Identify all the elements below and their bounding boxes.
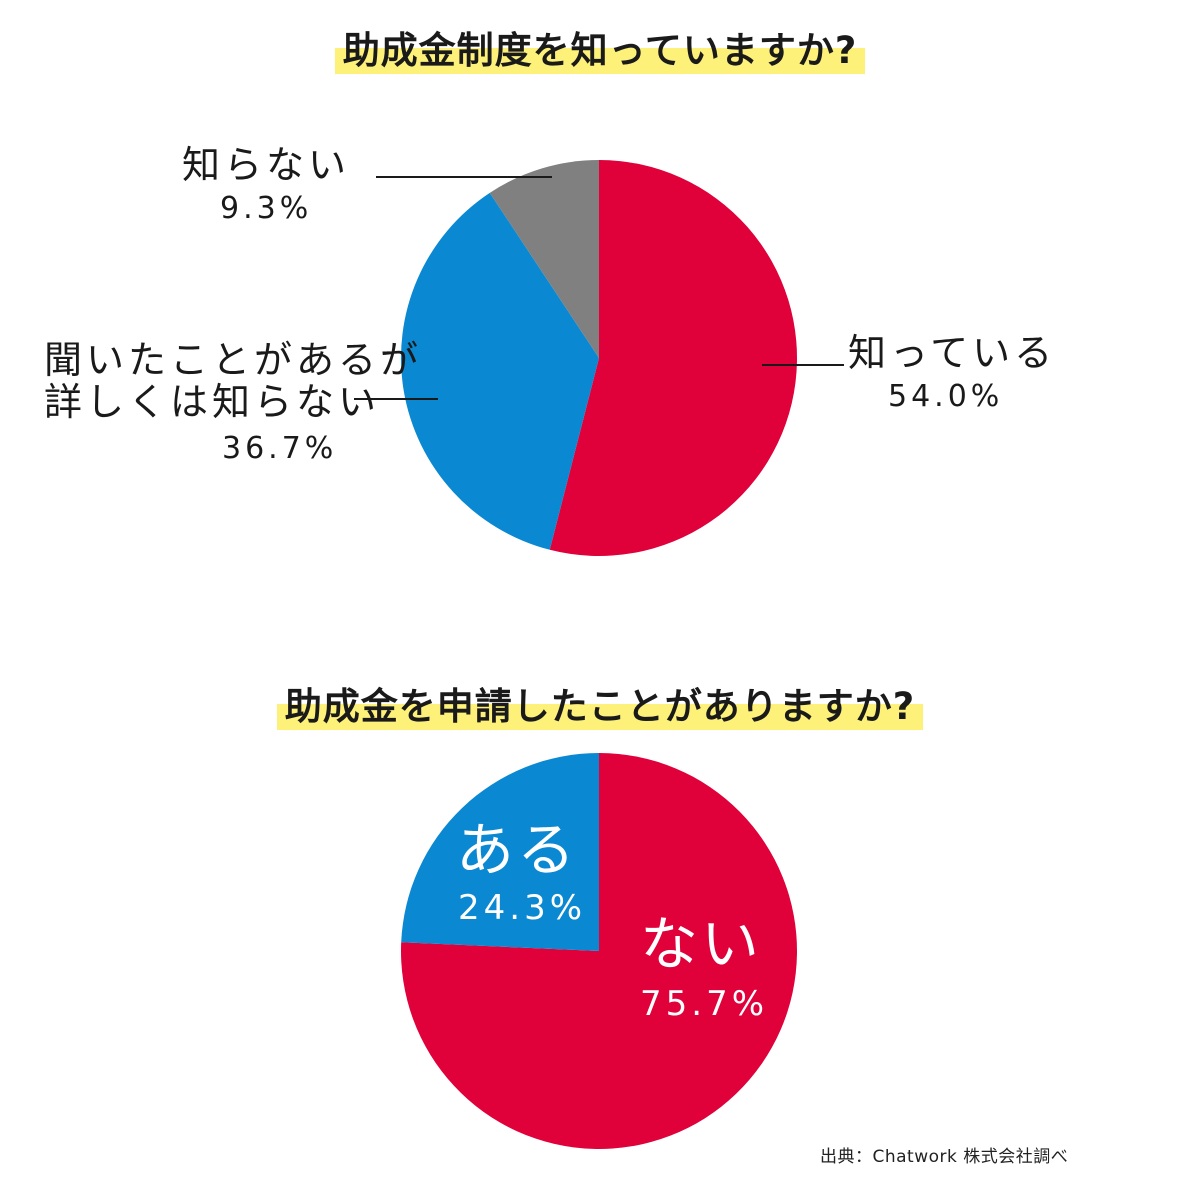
leader-line-know <box>762 364 844 366</box>
slice-value-no: 75.7% <box>640 984 769 1024</box>
awareness-slice-0 <box>549 160 797 556</box>
slice-label-no: ない <box>640 910 763 978</box>
slice-label-heard-line2: 詳しくは知らない <box>44 380 381 424</box>
slice-value-yes: 24.3% <box>458 888 587 928</box>
pie-chart-awareness <box>400 160 797 556</box>
awareness-slice-1 <box>400 192 599 550</box>
slice-label-yes: ある <box>456 816 579 884</box>
slice-label-dontknow: 知らない <box>182 143 351 187</box>
pie-chart-application <box>401 753 797 1149</box>
slice-value-know: 54.0% <box>888 379 1004 414</box>
slice-value-heard: 36.7% <box>222 431 338 466</box>
awareness-slice-2 <box>489 160 599 358</box>
source-note: 出典：Chatwork 株式会社調べ <box>820 1147 1069 1167</box>
application-slice-1 <box>401 753 599 951</box>
slice-label-heard-line1: 聞いたことがあるが <box>44 338 423 382</box>
chart-title-awareness: 助成金制度を知っていますか? <box>0 20 1200 74</box>
chart-title-application: 助成金を申請したことがありますか? <box>0 676 1200 730</box>
leader-line-heard <box>354 398 438 400</box>
leader-line-dontknow <box>376 176 552 178</box>
chart-title-application-text: 助成金を申請したことがありますか? <box>276 676 924 730</box>
slice-label-know: 知っている <box>848 331 1057 375</box>
slice-value-dontknow: 9.3% <box>220 191 313 226</box>
chart-title-awareness-text: 助成金制度を知っていますか? <box>334 20 866 74</box>
